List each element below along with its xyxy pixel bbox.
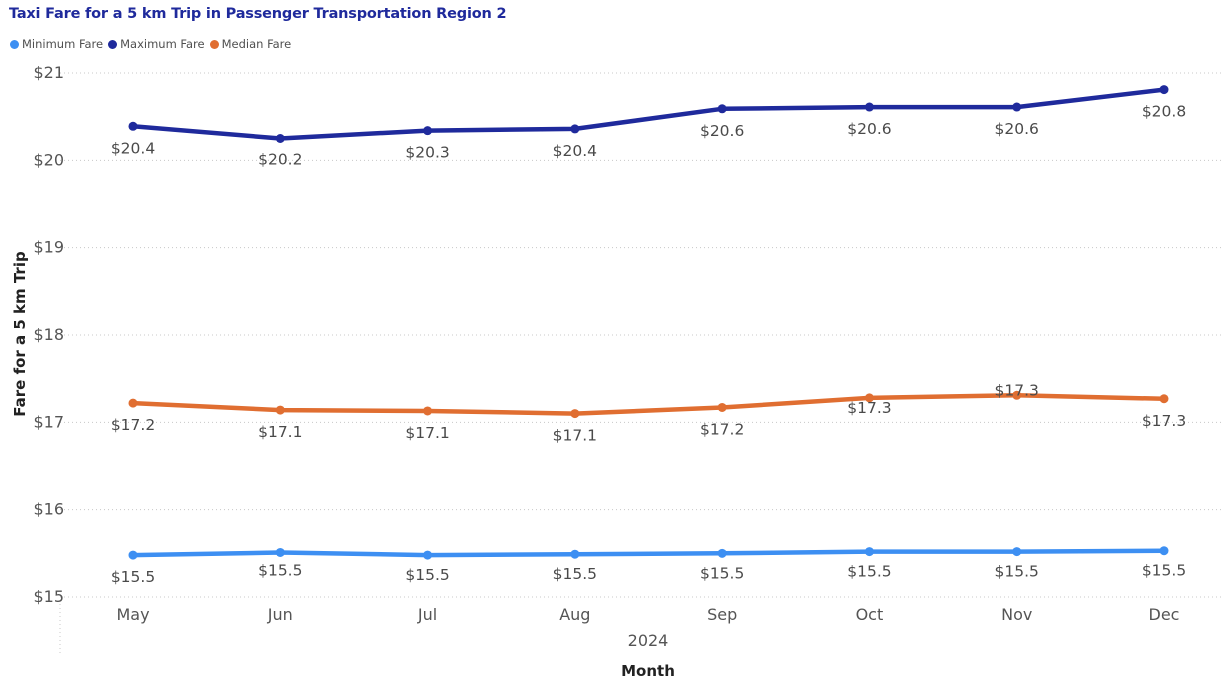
data-point[interactable] xyxy=(423,550,433,560)
x-tick-label: Aug xyxy=(559,605,590,624)
y-tick-label: $15 xyxy=(33,587,64,606)
chart-legend: Minimum Fare Maximum Fare Median Fare xyxy=(10,37,296,51)
x-tick-label: Dec xyxy=(1149,605,1180,624)
y-tick-label: $20 xyxy=(33,150,64,169)
y-tick-label: $21 xyxy=(33,63,64,82)
data-label: $15.5 xyxy=(700,564,744,582)
data-point[interactable] xyxy=(570,409,580,419)
data-point[interactable] xyxy=(717,548,727,558)
series-line-minimum-fare[interactable] xyxy=(130,548,1167,558)
data-label: $15.5 xyxy=(405,566,449,584)
x-axis-year-label: 2024 xyxy=(628,631,669,650)
data-label: $17.1 xyxy=(553,427,597,445)
y-axis-title: Fare for a 5 km Trip xyxy=(11,251,29,417)
y-tick-label: $17 xyxy=(33,412,64,431)
data-point[interactable] xyxy=(128,550,138,560)
data-label: $17.2 xyxy=(111,416,155,434)
data-point[interactable] xyxy=(275,405,285,415)
data-point[interactable] xyxy=(1012,390,1022,400)
data-label: $15.5 xyxy=(847,563,891,581)
data-labels: $15.5 $15.5 $15.5 $15.5 $15.5 $15.5 $15.5 $15.5… xyxy=(111,103,1186,586)
legend-marker-minimum-fare xyxy=(10,39,19,49)
data-point[interactable] xyxy=(864,102,874,112)
data-point[interactable] xyxy=(717,402,727,412)
legend-label-median-fare: Median Fare xyxy=(221,37,292,51)
data-label: $17.1 xyxy=(258,423,302,441)
series-line-median-fare[interactable] xyxy=(130,393,1167,416)
legend-marker-maximum-fare xyxy=(108,39,118,49)
data-label: $20.3 xyxy=(405,144,449,162)
data-point[interactable] xyxy=(423,126,433,136)
legend-label-minimum-fare: Minimum Fare xyxy=(22,37,104,51)
x-tick-label: Jul xyxy=(417,605,437,624)
legend-item-minimum-fare[interactable]: Minimum Fare xyxy=(10,37,103,51)
y-tick-label: $18 xyxy=(33,325,64,344)
x-tick-label: May xyxy=(116,605,149,624)
y-axis: $15 $16 $17 $18 $19 $20 $21 xyxy=(33,63,64,606)
series-lines xyxy=(128,85,1169,560)
data-point[interactable] xyxy=(1159,85,1169,95)
data-label: $20.4 xyxy=(111,139,155,157)
data-label: $17.1 xyxy=(405,424,449,442)
data-point[interactable] xyxy=(128,121,138,131)
data-label: $15.5 xyxy=(995,563,1039,581)
data-label: $17.3 xyxy=(1142,412,1186,430)
data-label: $15.5 xyxy=(258,561,302,579)
data-point[interactable] xyxy=(570,124,580,134)
data-point[interactable] xyxy=(423,406,433,416)
data-point[interactable] xyxy=(864,547,874,557)
data-label: $15.5 xyxy=(1142,562,1186,580)
data-point[interactable] xyxy=(570,549,580,559)
data-point[interactable] xyxy=(717,104,727,114)
x-tick-label: Jun xyxy=(267,605,293,624)
data-point[interactable] xyxy=(1012,547,1022,557)
legend-marker-median-fare xyxy=(209,39,219,49)
data-label: $20.6 xyxy=(847,120,891,138)
data-point[interactable] xyxy=(275,134,285,143)
x-axis-title: Month xyxy=(621,662,675,679)
data-point[interactable] xyxy=(128,398,138,408)
data-label: $20.6 xyxy=(995,120,1039,138)
legend-item-maximum-fare[interactable]: Maximum Fare xyxy=(108,37,205,51)
y-tick-label: $16 xyxy=(33,500,64,519)
data-point[interactable] xyxy=(864,393,874,403)
data-label: $17.3 xyxy=(995,381,1039,399)
x-axis: May Jun Jul Aug Sep Oct Nov Dec xyxy=(116,605,1179,624)
data-point[interactable] xyxy=(275,547,285,557)
data-label: $15.5 xyxy=(111,568,155,586)
data-label: $20.6 xyxy=(700,122,744,140)
x-tick-label: Oct xyxy=(856,605,884,624)
legend-item-median-fare[interactable]: Median Fare xyxy=(209,37,292,51)
data-point[interactable] xyxy=(1159,394,1169,404)
x-tick-label: Sep xyxy=(707,605,737,624)
data-point[interactable] xyxy=(1159,546,1169,556)
legend-label-maximum-fare: Maximum Fare xyxy=(120,37,205,51)
data-label: $17.3 xyxy=(847,399,891,417)
x-tick-label: Nov xyxy=(1001,605,1032,624)
data-label: $20.2 xyxy=(258,151,302,169)
series-line-maximum-fare[interactable] xyxy=(130,87,1167,141)
data-label: $17.2 xyxy=(700,420,744,438)
data-label: $20.8 xyxy=(1142,103,1186,121)
gridlines xyxy=(59,72,1222,655)
data-label: $15.5 xyxy=(553,565,597,583)
data-label: $20.4 xyxy=(553,142,597,160)
data-point[interactable] xyxy=(1012,102,1022,112)
chart-title: Taxi Fare for a 5 km Trip in Passenger T… xyxy=(9,6,507,22)
y-tick-label: $19 xyxy=(33,238,64,257)
